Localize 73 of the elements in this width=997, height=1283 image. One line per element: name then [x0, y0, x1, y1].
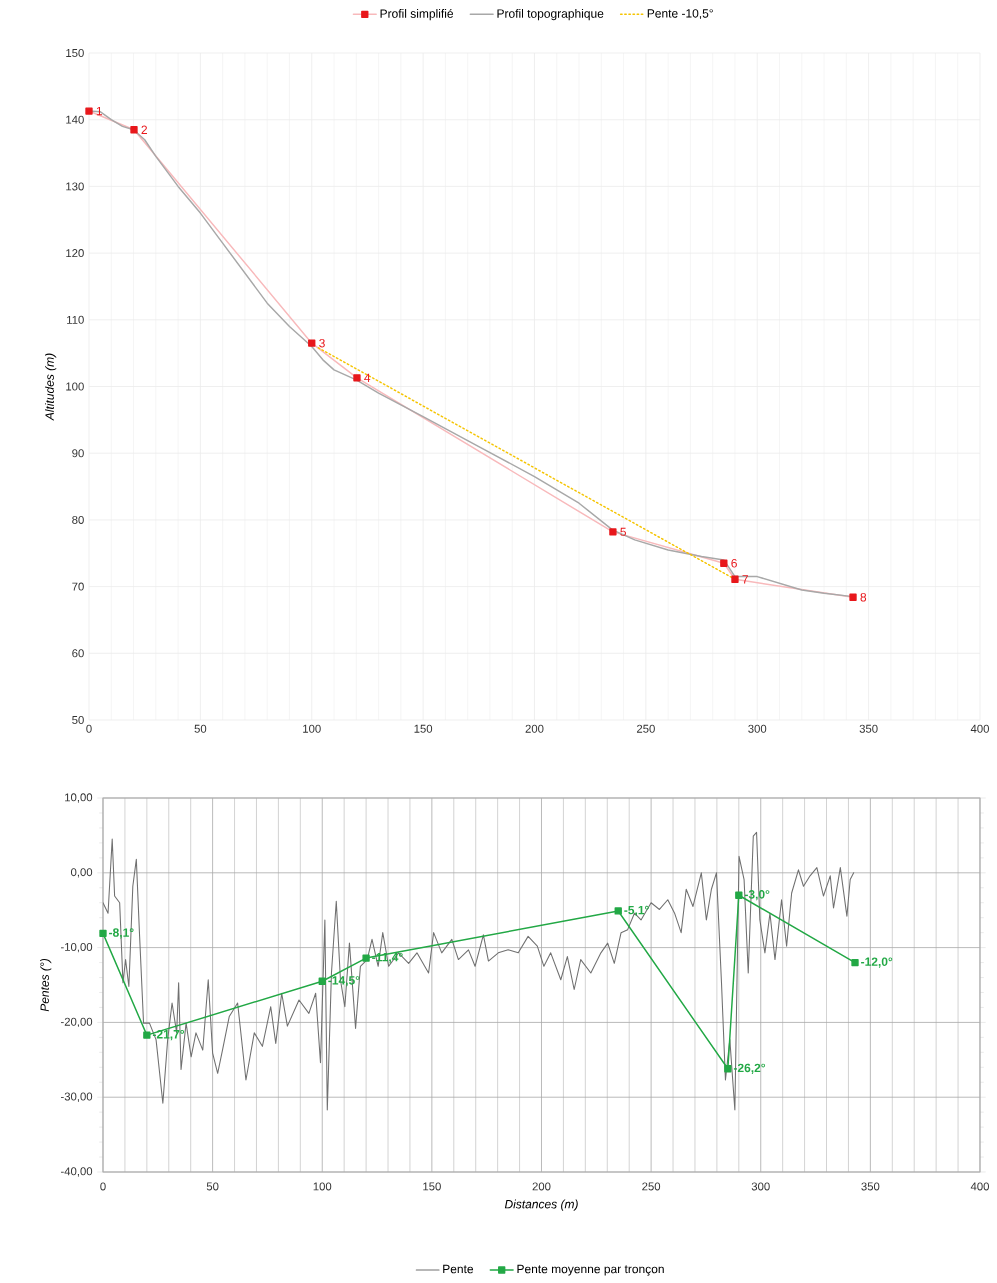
y-tick-label: -20,00 — [60, 1017, 93, 1028]
x-tick-label: 400 — [970, 1182, 989, 1191]
y-tick-label: -40,00 — [60, 1167, 93, 1177]
annotation: 1 — [96, 106, 103, 116]
point — [143, 1031, 151, 1039]
x-tick-label: 200 — [532, 1182, 551, 1191]
annotation: 7 — [742, 575, 748, 584]
x-tick-label: 300 — [751, 1182, 770, 1191]
annotation: 3 — [319, 338, 325, 348]
x-tick-label: 150 — [414, 724, 433, 733]
point — [130, 126, 138, 134]
y-tick-label: 10,00 — [65, 793, 93, 803]
x-tick-label: 150 — [423, 1182, 441, 1191]
y-tick-label: 70 — [72, 582, 84, 591]
x-tick-label: 250 — [636, 724, 655, 733]
point — [362, 954, 370, 962]
line-series — [103, 831, 855, 1111]
data-label: -8,1° — [109, 928, 134, 939]
data-label: -3,0° — [744, 890, 770, 901]
data-label: -12,0° — [861, 957, 893, 968]
y-tick-label: 130 — [66, 182, 84, 191]
y-tick-label: 150 — [66, 49, 84, 58]
point — [735, 891, 743, 899]
annotation: 4 — [364, 373, 371, 382]
x-tick-label: 50 — [194, 724, 207, 733]
x-tick-label: 400 — [970, 724, 989, 733]
point — [318, 977, 326, 985]
x-tick-label: 50 — [206, 1182, 219, 1191]
legend-label: Profil simplifié — [380, 8, 454, 21]
y-tick-label: 50 — [72, 716, 84, 725]
y-tick-label: 140 — [66, 115, 84, 124]
x-tick-label: 0 — [86, 724, 92, 733]
legend-label: Pente -10,5° — [647, 9, 713, 20]
point — [849, 593, 857, 601]
x-tick-label: 0 — [100, 1182, 106, 1191]
y-tick-label: 120 — [66, 249, 84, 258]
y-tick-label: -10,00 — [60, 942, 93, 953]
point — [851, 958, 859, 967]
y-tick-label: 110 — [67, 315, 84, 324]
y-tick-label: 90 — [72, 449, 84, 458]
point — [731, 575, 739, 583]
annotation: 8 — [860, 593, 867, 602]
point — [720, 559, 728, 567]
point — [85, 107, 93, 115]
y-tick-label: 60 — [72, 649, 84, 658]
point — [99, 929, 107, 938]
point — [609, 528, 617, 536]
y-tick-label: 100 — [66, 382, 84, 391]
x-axis-title: Distances (m) — [504, 1199, 578, 1211]
x-tick-label: 350 — [861, 1182, 880, 1191]
y-tick-label: 80 — [72, 515, 84, 524]
legend-label: Pente moyenne par tronçon — [517, 1264, 664, 1276]
y-tick-label: 0,00 — [70, 868, 93, 878]
legend-label: Pente — [443, 1264, 474, 1274]
annotation: 2 — [141, 125, 147, 134]
x-tick-label: 250 — [642, 1182, 661, 1191]
x-tick-label: 300 — [748, 724, 767, 733]
annotation: 5 — [620, 527, 626, 537]
data-label: -5,1° — [624, 905, 649, 917]
point — [308, 339, 316, 347]
x-tick-label: 100 — [313, 1182, 332, 1191]
point — [724, 1065, 732, 1073]
x-tick-label: 350 — [859, 724, 878, 733]
legend-label: Profil topographique — [497, 8, 604, 21]
annotation: 6 — [731, 559, 737, 568]
x-tick-label: 200 — [525, 724, 544, 733]
y-axis-title: Altitudes (m) — [45, 353, 57, 421]
y-axis-title: Pentes (°) — [40, 958, 52, 1012]
point — [614, 907, 622, 915]
data-label: -21,7° — [152, 1030, 185, 1041]
x-tick-label: 100 — [303, 724, 321, 733]
point — [353, 374, 361, 382]
y-tick-label: -30,00 — [60, 1092, 93, 1102]
